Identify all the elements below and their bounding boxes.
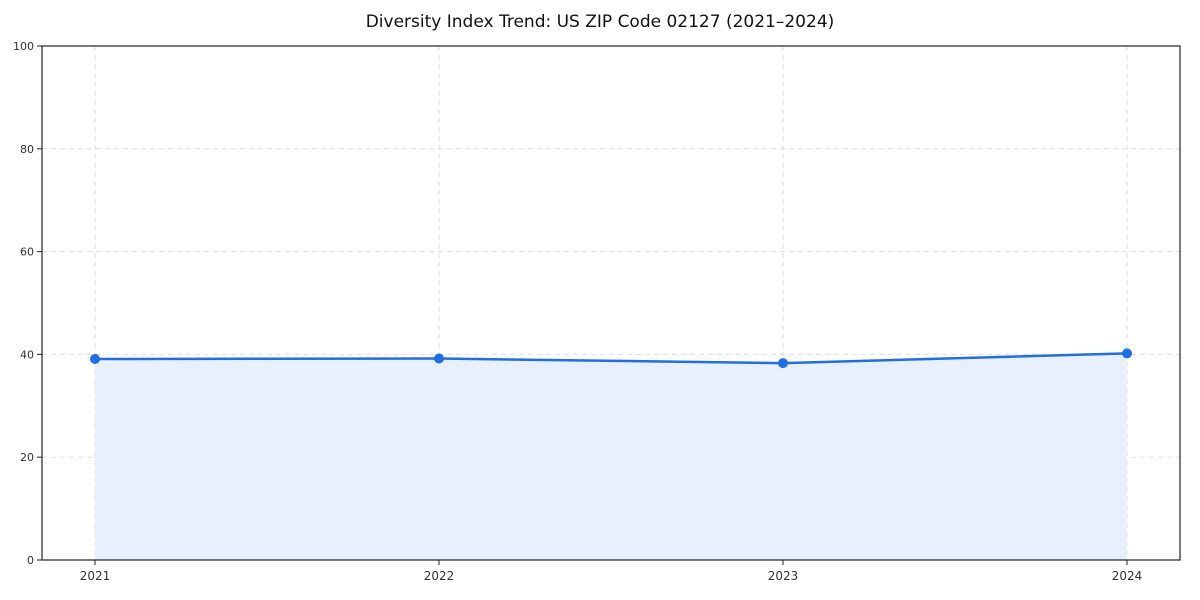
data-point: [434, 353, 444, 364]
x-tick-label: 2024: [1112, 569, 1143, 583]
plot-border: [41, 45, 1181, 561]
data-point: [1122, 348, 1132, 359]
data-point: [90, 354, 100, 365]
y-tick-label: 40: [20, 348, 34, 361]
area-fill: [95, 353, 1127, 560]
y-tick-label: 80: [20, 143, 34, 156]
x-tick-label: 2021: [80, 569, 111, 583]
y-tick-label: 20: [20, 451, 34, 464]
chart-title: Diversity Index Trend: US ZIP Code 02127…: [365, 12, 835, 32]
x-tick-label: 2022: [424, 569, 455, 583]
y-tick-label: 100: [13, 40, 34, 53]
y-tick-label: 0: [27, 554, 34, 567]
y-tick-label: 60: [20, 246, 34, 259]
trend-line: [93, 352, 1129, 365]
data-point: [778, 358, 788, 369]
x-tick-label: 2023: [768, 569, 799, 583]
